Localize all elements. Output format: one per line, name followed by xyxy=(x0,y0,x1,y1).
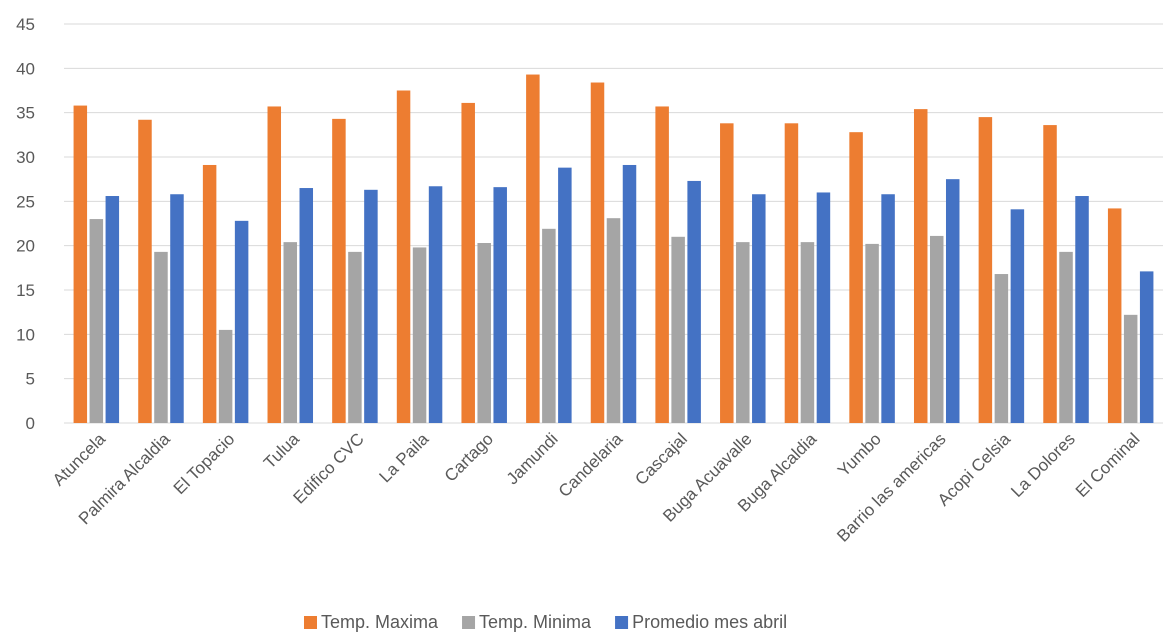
bar-temp-minima-1 xyxy=(154,251,168,423)
x-category-label: Cascajal xyxy=(631,429,691,489)
bar-temp-minima-16 xyxy=(1123,314,1138,423)
bar-promedio-mes-abril-9 xyxy=(687,180,701,423)
bar-promedio-mes-abril-14 xyxy=(1010,209,1025,423)
y-tick-label: 15 xyxy=(16,281,35,300)
bar-temp-minima-6 xyxy=(477,243,491,423)
legend-swatch xyxy=(615,616,629,629)
y-tick-label: 40 xyxy=(16,59,35,78)
bar-temp-minima-8 xyxy=(606,218,621,423)
legend: Temp. Maxima Temp. Minima Promedio mes abr… xyxy=(304,612,787,632)
legend-label: Temp. Minima xyxy=(479,612,592,632)
bar-promedio-mes-abril-10 xyxy=(752,194,766,423)
bar-temp-minima-14 xyxy=(994,274,1009,423)
y-tick-label: 45 xyxy=(16,15,35,34)
bar-temp-maxima-16 xyxy=(1107,208,1122,423)
y-tick-label: 5 xyxy=(26,370,35,389)
bar-promedio-mes-abril-7 xyxy=(558,167,572,423)
bar-temp-minima-0 xyxy=(89,219,104,423)
bar-temp-maxima-1 xyxy=(138,119,152,423)
bar-promedio-mes-abril-16 xyxy=(1139,271,1154,423)
bar-promedio-mes-abril-1 xyxy=(170,194,184,423)
bar-promedio-mes-abril-15 xyxy=(1075,196,1089,423)
x-category-label: El Topacio xyxy=(170,429,239,498)
bar-temp-minima-4 xyxy=(348,251,362,423)
bar-temp-minima-3 xyxy=(283,242,298,423)
bar-temp-maxima-11 xyxy=(784,123,799,423)
bar-promedio-mes-abril-8 xyxy=(622,164,637,424)
y-tick-label: 0 xyxy=(26,414,35,433)
bar-temp-minima-15 xyxy=(1059,251,1073,423)
legend-swatch xyxy=(304,616,317,629)
bar-promedio-mes-abril-5 xyxy=(428,186,443,423)
bar-temp-minima-10 xyxy=(736,242,750,423)
bar-temp-maxima-13 xyxy=(913,109,928,424)
bar-temp-maxima-5 xyxy=(396,90,411,423)
x-category-label: Tulua xyxy=(260,429,303,472)
y-tick-label: 10 xyxy=(16,325,35,344)
x-category-label: La Paila xyxy=(376,429,433,486)
bar-temp-minima-11 xyxy=(800,242,815,423)
x-category-label: La Dolores xyxy=(1007,429,1079,501)
bar-temp-maxima-12 xyxy=(849,132,863,423)
bar-temp-minima-7 xyxy=(542,228,556,423)
bar-temp-maxima-8 xyxy=(590,82,605,424)
bar-promedio-mes-abril-3 xyxy=(299,188,314,423)
y-axis-tick-labels: 0 5 10 15 20 25 30 35 40 45 xyxy=(16,15,35,433)
bar-promedio-mes-abril-11 xyxy=(816,192,831,423)
x-category-label: Cartago xyxy=(441,429,497,485)
y-tick-label: 30 xyxy=(16,148,35,167)
bar-temp-maxima-3 xyxy=(267,106,282,424)
bar-promedio-mes-abril-2 xyxy=(234,220,249,423)
bar-promedio-mes-abril-0 xyxy=(105,196,120,423)
x-category-label: Yumbo xyxy=(834,429,885,480)
y-tick-label: 20 xyxy=(16,237,35,256)
bar-temp-minima-2 xyxy=(218,329,233,423)
legend-label: Promedio mes abril xyxy=(632,612,787,632)
bar-temp-maxima-7 xyxy=(526,74,540,423)
bar-temp-minima-13 xyxy=(929,235,944,423)
x-category-label: Atuncela xyxy=(49,429,110,490)
bar-temp-maxima-10 xyxy=(720,123,734,423)
bar-temp-minima-9 xyxy=(671,236,685,423)
bar-temp-maxima-6 xyxy=(461,102,475,423)
bar-temp-maxima-0 xyxy=(73,105,88,423)
legend-label: Temp. Maxima xyxy=(321,612,439,632)
x-category-label: Candelaria xyxy=(555,429,627,501)
x-category-label: Barrio las americas xyxy=(833,429,949,545)
y-tick-label: 35 xyxy=(16,104,35,123)
bar-temp-maxima-15 xyxy=(1043,125,1057,423)
bars xyxy=(73,74,1154,424)
bar-temp-maxima-14 xyxy=(978,117,993,423)
bar-temp-minima-12 xyxy=(865,243,879,423)
x-category-label: Jamundi xyxy=(503,429,562,488)
bar-promedio-mes-abril-13 xyxy=(945,179,960,423)
bar-promedio-mes-abril-4 xyxy=(364,189,378,423)
bar-temp-minima-5 xyxy=(412,247,427,423)
legend-swatch xyxy=(462,616,476,629)
bar-promedio-mes-abril-6 xyxy=(493,187,507,423)
x-category-label: El Cominal xyxy=(1072,429,1144,501)
bar-temp-maxima-9 xyxy=(655,106,669,424)
bar-temp-maxima-2 xyxy=(202,164,217,424)
bar-promedio-mes-abril-12 xyxy=(881,194,895,423)
bar-temp-maxima-4 xyxy=(332,118,346,423)
y-tick-label: 25 xyxy=(16,192,35,211)
